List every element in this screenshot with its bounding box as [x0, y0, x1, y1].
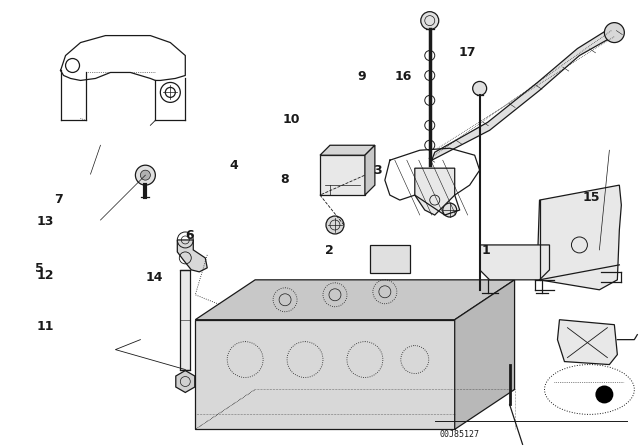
Polygon shape	[195, 280, 515, 320]
Circle shape	[595, 385, 613, 404]
Text: 8: 8	[280, 173, 289, 186]
Polygon shape	[415, 168, 454, 215]
Text: 15: 15	[582, 191, 600, 204]
Polygon shape	[479, 245, 550, 280]
Polygon shape	[180, 270, 190, 370]
Text: 13: 13	[36, 215, 54, 228]
Bar	[320, 155, 365, 195]
Bar	[370, 245, 410, 273]
Text: 00J85127: 00J85127	[440, 430, 480, 439]
Circle shape	[443, 203, 457, 217]
Polygon shape	[365, 145, 375, 195]
Text: 6: 6	[185, 228, 193, 241]
Polygon shape	[320, 145, 375, 155]
Text: 10: 10	[282, 112, 300, 125]
Text: 3: 3	[373, 164, 382, 177]
Circle shape	[420, 12, 439, 30]
Polygon shape	[177, 240, 207, 272]
Polygon shape	[538, 185, 621, 290]
Polygon shape	[557, 320, 618, 365]
Text: 16: 16	[394, 70, 412, 83]
Text: 9: 9	[357, 70, 366, 83]
Circle shape	[140, 170, 150, 180]
Polygon shape	[195, 320, 454, 429]
Text: 12: 12	[36, 269, 54, 282]
Polygon shape	[454, 280, 515, 429]
Text: 2: 2	[325, 244, 334, 257]
Circle shape	[326, 216, 344, 234]
Text: 17: 17	[458, 46, 476, 59]
Polygon shape	[458, 282, 502, 330]
Text: 11: 11	[36, 320, 54, 333]
Circle shape	[136, 165, 156, 185]
Circle shape	[473, 82, 486, 95]
Text: 5: 5	[35, 262, 44, 275]
Circle shape	[604, 23, 625, 43]
Text: 4: 4	[229, 159, 238, 172]
Text: 14: 14	[145, 271, 163, 284]
Polygon shape	[432, 25, 620, 160]
Text: 1: 1	[482, 244, 490, 257]
Text: 7: 7	[54, 193, 63, 206]
